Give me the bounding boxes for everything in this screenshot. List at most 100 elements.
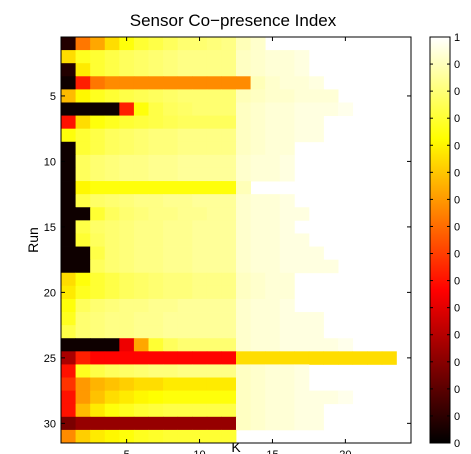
heatmap-cell <box>236 325 251 339</box>
heatmap-cell <box>163 298 179 313</box>
heatmap-cell <box>75 233 91 247</box>
heatmap-cell <box>61 37 76 51</box>
heatmap-cell <box>236 285 251 300</box>
heatmap-cell <box>104 128 120 143</box>
heatmap-cell <box>192 272 208 287</box>
heatmap-cell <box>177 76 193 90</box>
heatmap-cell <box>308 246 324 261</box>
heatmap-cell <box>75 259 91 274</box>
heatmap-cell <box>75 220 91 234</box>
heatmap-cell <box>133 115 149 130</box>
heatmap-cell <box>265 63 281 77</box>
heatmap-cell <box>75 298 91 313</box>
heatmap-cell <box>177 181 193 195</box>
heatmap-cell <box>119 194 135 208</box>
heatmap-cell <box>104 102 120 116</box>
heatmap-cell <box>148 89 164 103</box>
heatmap-cell <box>90 76 106 90</box>
heatmap-cell <box>236 272 251 287</box>
heatmap-cell <box>104 298 120 313</box>
heatmap-cell <box>148 351 164 365</box>
heatmap-cell <box>90 416 106 431</box>
heatmap-cell <box>61 390 76 405</box>
heatmap-cell <box>192 259 208 274</box>
heatmap-cell <box>75 246 91 261</box>
y-tick-label: 10 <box>44 156 56 168</box>
heatmap-cell <box>221 50 237 64</box>
heatmap-cell <box>265 285 281 300</box>
heatmap-cell <box>206 298 222 313</box>
heatmap-cell <box>133 364 149 378</box>
heatmap-cell <box>75 390 91 405</box>
heatmap-cell <box>119 167 135 182</box>
heatmap-cell <box>75 167 91 182</box>
heatmap-cell <box>119 233 135 247</box>
heatmap-cell <box>192 167 208 182</box>
heatmap-cell <box>338 351 354 365</box>
heatmap-cell <box>265 128 281 143</box>
colorbar-tick-label: 0 <box>454 276 460 288</box>
heatmap-cell <box>192 89 208 103</box>
heatmap-cell <box>163 141 179 156</box>
heatmap-cell <box>90 312 106 326</box>
heatmap-cell <box>236 181 251 195</box>
heatmap-cell <box>163 403 179 418</box>
heatmap-cell <box>163 76 179 90</box>
heatmap-cell <box>148 325 164 339</box>
heatmap-cell <box>104 325 120 339</box>
heatmap-cell <box>279 167 295 182</box>
heatmap-cell <box>133 325 149 339</box>
heatmap-cell <box>75 416 91 431</box>
heatmap-cell <box>177 298 193 313</box>
heatmap-cell <box>236 128 251 143</box>
heatmap-cell <box>221 154 237 169</box>
heatmap-cell <box>221 246 237 261</box>
heatmap-cell <box>148 128 164 143</box>
heatmap-cell <box>177 351 193 365</box>
heatmap-cell <box>90 351 106 365</box>
heatmap-cell <box>119 429 135 444</box>
heatmap-cell <box>133 272 149 287</box>
heatmap-cell <box>119 76 135 90</box>
heatmap-cell <box>221 312 237 326</box>
heatmap-cell <box>177 259 193 274</box>
heatmap-cell <box>75 141 91 156</box>
heatmap-cell <box>177 429 193 444</box>
heatmap-cell <box>119 325 135 339</box>
heatmap-cell <box>265 338 281 352</box>
heatmap-cell <box>279 76 295 90</box>
heatmap-cell <box>119 181 135 195</box>
heatmap-cell <box>104 338 120 352</box>
heatmap-cell <box>250 115 266 130</box>
heatmap-cell <box>61 416 76 431</box>
heatmap-cell <box>279 246 295 261</box>
x-tick-label: 10 <box>193 449 205 454</box>
heatmap-cell <box>308 403 324 418</box>
heatmap-cell <box>119 50 135 64</box>
heatmap-cell <box>221 377 237 392</box>
heatmap-cell <box>192 364 208 378</box>
heatmap-cell <box>265 403 281 418</box>
heatmap-cell <box>90 377 106 392</box>
heatmap-cell <box>61 259 76 274</box>
heatmap-cell <box>177 128 193 143</box>
heatmap-cell <box>323 259 339 274</box>
heatmap-cell <box>104 351 120 365</box>
heatmap-cell <box>163 338 179 352</box>
heatmap-cell <box>75 102 91 116</box>
heatmap-cell <box>119 272 135 287</box>
heatmap-cell <box>133 102 149 116</box>
heatmap-cell <box>265 115 281 130</box>
heatmap-cell <box>104 220 120 234</box>
heatmap-cell <box>294 312 310 326</box>
heatmap-cell <box>294 259 310 274</box>
heatmap-cell <box>279 272 295 287</box>
heatmap-cell <box>119 154 135 169</box>
heatmap-cell <box>90 246 106 261</box>
heatmap-cell <box>90 325 106 339</box>
heatmap-cell <box>119 351 135 365</box>
heatmap-cell <box>250 128 266 143</box>
heatmap-cell <box>265 351 281 365</box>
heatmap-cell <box>206 312 222 326</box>
heatmap-cell <box>279 298 295 313</box>
